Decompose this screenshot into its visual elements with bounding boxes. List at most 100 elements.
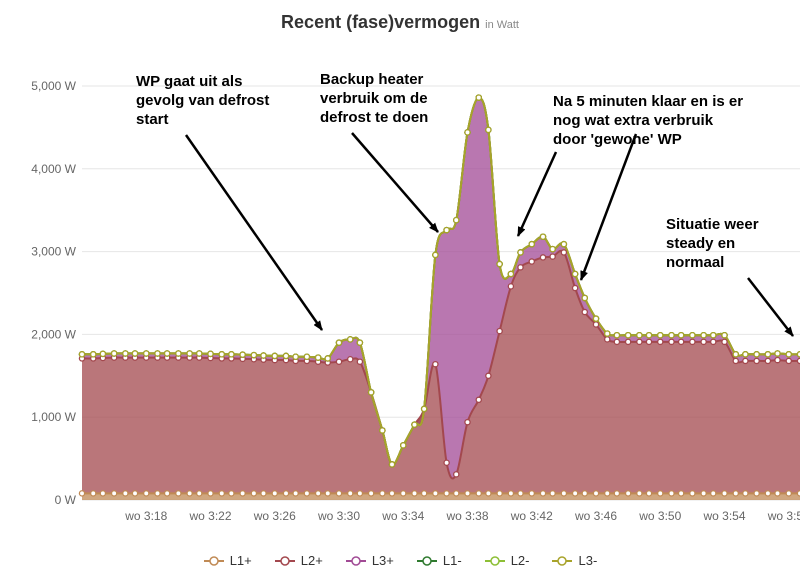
series-point-L3- xyxy=(271,352,279,360)
series-point-L1+ xyxy=(122,490,129,497)
chart-legend: L1+ L2+ L3+ L1- L2- L3- xyxy=(0,553,800,568)
series-point-L1+ xyxy=(774,490,781,497)
x-tick-label: wo 3:58 xyxy=(767,509,800,523)
series-point-L1+ xyxy=(218,490,225,497)
series-point-L1+ xyxy=(603,490,611,497)
series-point-L1+ xyxy=(379,490,386,497)
series-point-L3- xyxy=(89,351,97,358)
series-point-L2+ xyxy=(742,357,749,365)
annotation-line: nog wat extra verbruik xyxy=(553,112,714,129)
legend-label: L3+ xyxy=(371,553,394,568)
series-point-L3- xyxy=(379,427,386,434)
series-point-L3- xyxy=(175,350,182,357)
series-point-L2+ xyxy=(592,321,600,328)
series-point-L2+ xyxy=(496,327,503,335)
legend-item-L3-[interactable]: L3- xyxy=(551,553,597,568)
series-point-L1+ xyxy=(335,490,343,497)
legend-label: L1- xyxy=(442,553,462,568)
series-point-L1+ xyxy=(689,490,696,497)
series-point-L3- xyxy=(721,331,728,339)
x-tick-label: wo 3:50 xyxy=(638,509,681,523)
series-point-L1+ xyxy=(78,490,86,497)
series-point-L1+ xyxy=(645,490,653,497)
series-point-L3- xyxy=(186,350,193,357)
series-point-L3- xyxy=(207,350,214,358)
series-point-L1+ xyxy=(356,490,364,497)
series-point-L3- xyxy=(603,330,611,337)
series-point-L1+ xyxy=(539,490,547,497)
series-point-L3- xyxy=(689,331,696,339)
series-point-L3- xyxy=(613,331,621,339)
series-point-L1+ xyxy=(110,490,118,497)
series-point-L1+ xyxy=(464,490,471,497)
series-point-L2+ xyxy=(721,338,728,346)
series-point-L3- xyxy=(785,351,793,358)
series-point-L3- xyxy=(239,351,246,358)
series-point-L2+ xyxy=(453,471,460,478)
annotation-line: normaal xyxy=(666,254,725,271)
x-tick-label: wo 3:22 xyxy=(188,509,231,523)
annotation-line: verbruik om de xyxy=(320,90,428,107)
annotation-arrow xyxy=(516,151,558,237)
chart-title: Recent (fase)vermogen xyxy=(281,12,481,32)
series-point-L1+ xyxy=(250,490,258,497)
series-point-L1+ xyxy=(560,490,568,497)
series-point-L3- xyxy=(400,442,407,449)
series-point-L1+ xyxy=(571,490,579,497)
x-tick-label: wo 3:42 xyxy=(510,509,553,523)
series-point-L3- xyxy=(110,350,118,357)
legend-item-L3+[interactable]: L3+ xyxy=(345,553,394,568)
annotation-steady: Situatie weer steady en normaal xyxy=(666,215,759,272)
series-point-L2+ xyxy=(657,338,664,346)
series-point-L3- xyxy=(571,270,579,278)
series-point-L1+ xyxy=(732,490,739,497)
series-point-L2+ xyxy=(732,357,739,365)
series-point-L1+ xyxy=(528,490,536,497)
series-point-L1+ xyxy=(517,490,524,497)
series-point-L1+ xyxy=(303,490,311,497)
series-point-L3- xyxy=(131,350,139,357)
series-point-L2+ xyxy=(668,338,675,346)
series-point-L1+ xyxy=(186,490,193,497)
series-point-L3- xyxy=(292,353,299,361)
series-point-L1+ xyxy=(657,490,664,497)
series-point-L2+ xyxy=(432,360,439,368)
series-point-L1+ xyxy=(260,490,267,497)
series-point-L1+ xyxy=(175,490,182,497)
series-point-L3- xyxy=(420,405,428,413)
series-point-L1+ xyxy=(549,490,556,497)
series-point-L3- xyxy=(453,216,460,224)
series-point-L1+ xyxy=(581,490,589,497)
series-point-L1+ xyxy=(432,490,439,497)
series-point-L1+ xyxy=(207,490,214,497)
series-point-L1+ xyxy=(624,490,632,497)
legend-item-L2+[interactable]: L2+ xyxy=(274,553,323,568)
series-point-L2+ xyxy=(346,355,354,363)
legend-item-L2-[interactable]: L2- xyxy=(484,553,530,568)
series-point-L1+ xyxy=(753,490,760,497)
series-point-L1+ xyxy=(400,490,407,497)
legend-item-L1+[interactable]: L1+ xyxy=(203,553,252,568)
series-point-L3- xyxy=(496,260,503,268)
series-point-L2+ xyxy=(475,396,482,404)
series-point-L3- xyxy=(78,351,86,358)
series-point-L1+ xyxy=(271,490,279,497)
series-point-L2+ xyxy=(356,358,364,365)
series-point-L3- xyxy=(163,350,171,357)
legend-label: L2- xyxy=(510,553,530,568)
annotation-arrow xyxy=(747,277,794,337)
legend-swatch-icon xyxy=(274,555,295,566)
series-point-L1+ xyxy=(443,490,450,497)
series-point-L3- xyxy=(464,129,471,136)
series-point-L3- xyxy=(668,331,675,339)
series-point-L3- xyxy=(539,233,547,240)
series-point-L1+ xyxy=(99,490,107,497)
legend-item-L1-[interactable]: L1- xyxy=(416,553,462,568)
series-point-L2+ xyxy=(774,356,781,364)
series-point-L1+ xyxy=(411,490,418,497)
legend-label: L3- xyxy=(578,553,598,568)
series-point-L1+ xyxy=(453,490,460,497)
series-point-L3- xyxy=(677,331,685,339)
series-point-L1+ xyxy=(228,490,235,497)
series-point-L2+ xyxy=(785,357,793,365)
